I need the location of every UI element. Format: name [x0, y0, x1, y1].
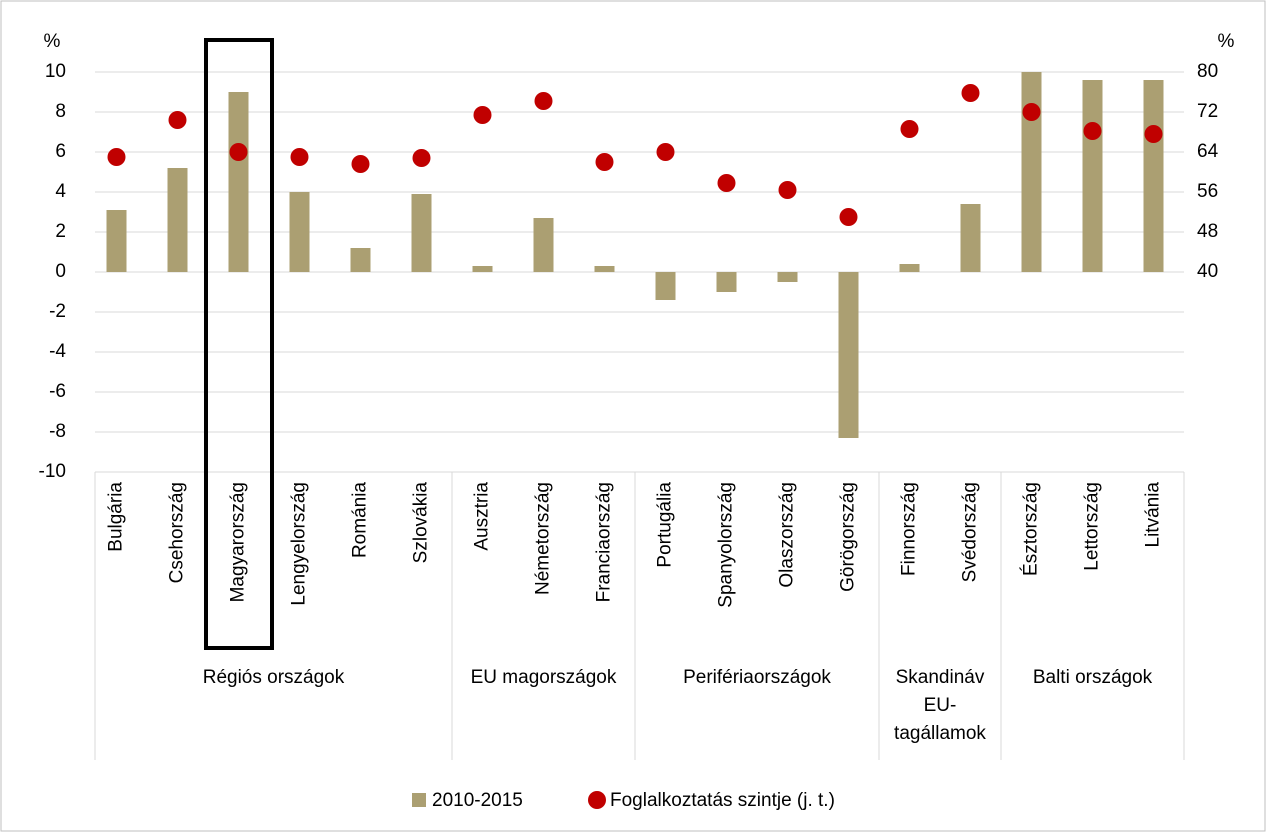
legend-label: 2010-2015: [432, 790, 523, 811]
dot: [107, 148, 126, 166]
x-tick-label: Görögország: [838, 482, 859, 592]
bar: [594, 266, 615, 272]
x-tick-label: Lettország: [1082, 482, 1103, 571]
bar: [167, 168, 188, 272]
bar: [1082, 80, 1103, 272]
bar: [289, 192, 310, 272]
x-tick-label: Ausztria: [472, 482, 493, 551]
y-tick-label: -4: [49, 341, 66, 362]
bar: [411, 194, 432, 272]
x-tick-label: Svédország: [960, 482, 981, 582]
bar: [350, 248, 371, 272]
y-tick-label: 2: [55, 221, 66, 242]
legend-swatch: [588, 791, 606, 809]
y-tick-label: 10: [45, 61, 66, 82]
group-label: Balti országok: [1032, 667, 1153, 688]
y-tick-label: 4: [55, 181, 66, 202]
x-tick-label: Csehország: [167, 482, 188, 583]
dot: [961, 84, 980, 102]
dot: [229, 143, 248, 161]
x-tick-label: Lengyelország: [289, 482, 310, 606]
dot: [839, 208, 858, 226]
dot: [1083, 122, 1102, 140]
group-label: Skandináv EU-tagállamok: [894, 667, 986, 744]
x-tick-label: Franciaország: [594, 482, 615, 602]
dot: [778, 181, 797, 199]
y-tick-label: 8: [55, 101, 66, 122]
dot: [412, 149, 431, 167]
bar: [777, 272, 798, 282]
group-label: Perifériaországok: [683, 667, 831, 688]
x-tick-label: Bulgária: [106, 482, 127, 552]
group-label: EU magországok: [470, 667, 617, 688]
x-tick-label: Litvánia: [1143, 482, 1164, 548]
bar: [533, 218, 554, 272]
bar: [838, 272, 859, 438]
y-tick-label: -2: [49, 301, 66, 322]
dot: [1022, 103, 1041, 121]
x-tick-label: Németország: [533, 482, 554, 595]
dot: [473, 106, 492, 124]
x-tick-label: Magyarország: [228, 482, 249, 602]
dot: [656, 143, 675, 161]
legend-swatch: [412, 793, 426, 807]
y2-tick-label: 48: [1197, 221, 1218, 242]
x-tick-label: Olaszország: [777, 482, 798, 588]
y2-axis-label: %: [1218, 31, 1235, 52]
y2-tick-label: 64: [1197, 141, 1219, 162]
x-tick-label: Portugália: [655, 482, 676, 568]
y-tick-label: 6: [55, 141, 66, 162]
bar: [716, 272, 737, 292]
bar: [960, 204, 981, 272]
dot: [717, 174, 736, 192]
bar: [1021, 72, 1042, 272]
bar: [106, 210, 127, 272]
y-tick-label: -10: [39, 461, 66, 482]
x-tick-label: Finnország: [899, 482, 920, 576]
dot: [168, 111, 187, 129]
legend-label: Foglalkoztatás szintje (j. t.): [610, 790, 835, 811]
x-tick-label: Spanyolország: [716, 482, 737, 608]
y-tick-label: -8: [49, 421, 66, 442]
bar: [472, 266, 493, 272]
highlight-box: [204, 38, 274, 650]
x-tick-label: Észtország: [1021, 482, 1042, 576]
y-tick-label: 0: [55, 261, 66, 282]
dot: [595, 153, 614, 171]
bar: [228, 92, 249, 272]
group-label: Régiós országok: [202, 667, 345, 688]
y2-tick-label: 40: [1197, 261, 1218, 282]
bar: [655, 272, 676, 300]
bar: [899, 264, 920, 272]
x-tick-label: Szlovákia: [411, 482, 432, 564]
dot: [351, 155, 370, 173]
y-axis-label: %: [44, 31, 61, 52]
dot: [900, 120, 919, 138]
y-tick-label: -6: [49, 381, 66, 402]
y2-tick-label: 72: [1197, 101, 1218, 122]
y2-tick-label: 56: [1197, 181, 1218, 202]
dot: [1144, 125, 1163, 143]
dot: [290, 148, 309, 166]
y2-tick-label: 80: [1197, 61, 1218, 82]
dot: [534, 92, 553, 110]
x-tick-label: Románia: [350, 482, 371, 558]
bar: [1143, 80, 1164, 272]
